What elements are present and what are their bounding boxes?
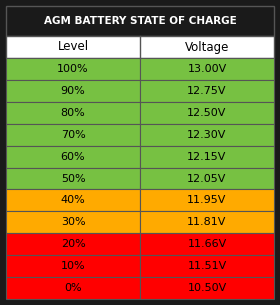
Bar: [6, 189, 140, 211]
Text: 80%: 80%: [61, 108, 85, 118]
Bar: [140, 277, 274, 299]
Text: 10%: 10%: [61, 261, 85, 271]
Bar: [140, 255, 274, 277]
Text: 40%: 40%: [61, 196, 85, 205]
Bar: [140, 167, 274, 189]
Bar: [6, 255, 140, 277]
Bar: [140, 211, 274, 233]
Text: AGM BATTERY STATE OF CHARGE: AGM BATTERY STATE OF CHARGE: [44, 16, 236, 26]
Bar: [6, 167, 140, 189]
Text: 11.51V: 11.51V: [187, 261, 227, 271]
Bar: [6, 80, 140, 102]
Bar: [6, 36, 274, 58]
Text: 70%: 70%: [61, 130, 85, 140]
Text: 13.00V: 13.00V: [187, 64, 227, 74]
Bar: [6, 277, 140, 299]
Bar: [6, 6, 274, 36]
Text: Voltage: Voltage: [185, 41, 229, 53]
Bar: [6, 145, 140, 167]
Text: 12.50V: 12.50V: [187, 108, 227, 118]
Bar: [140, 233, 274, 255]
Bar: [140, 189, 274, 211]
Text: Level: Level: [57, 41, 88, 53]
Text: 11.95V: 11.95V: [187, 196, 227, 205]
Bar: [6, 58, 140, 80]
Text: 100%: 100%: [57, 64, 89, 74]
Bar: [140, 124, 274, 145]
Text: 90%: 90%: [61, 86, 85, 96]
Text: 20%: 20%: [61, 239, 85, 249]
Bar: [6, 211, 140, 233]
Text: 10.50V: 10.50V: [187, 283, 227, 293]
Text: 12.05V: 12.05V: [187, 174, 227, 184]
Text: 0%: 0%: [64, 283, 82, 293]
Text: 12.30V: 12.30V: [187, 130, 227, 140]
Text: 11.81V: 11.81V: [187, 217, 227, 227]
Text: 50%: 50%: [61, 174, 85, 184]
Bar: [6, 124, 140, 145]
Bar: [6, 102, 140, 124]
Bar: [140, 80, 274, 102]
Bar: [6, 233, 140, 255]
Bar: [140, 58, 274, 80]
Text: 12.75V: 12.75V: [187, 86, 227, 96]
Text: 12.15V: 12.15V: [187, 152, 227, 162]
Text: 30%: 30%: [61, 217, 85, 227]
Text: 11.66V: 11.66V: [187, 239, 227, 249]
Bar: [140, 102, 274, 124]
Text: 60%: 60%: [61, 152, 85, 162]
Bar: [140, 145, 274, 167]
